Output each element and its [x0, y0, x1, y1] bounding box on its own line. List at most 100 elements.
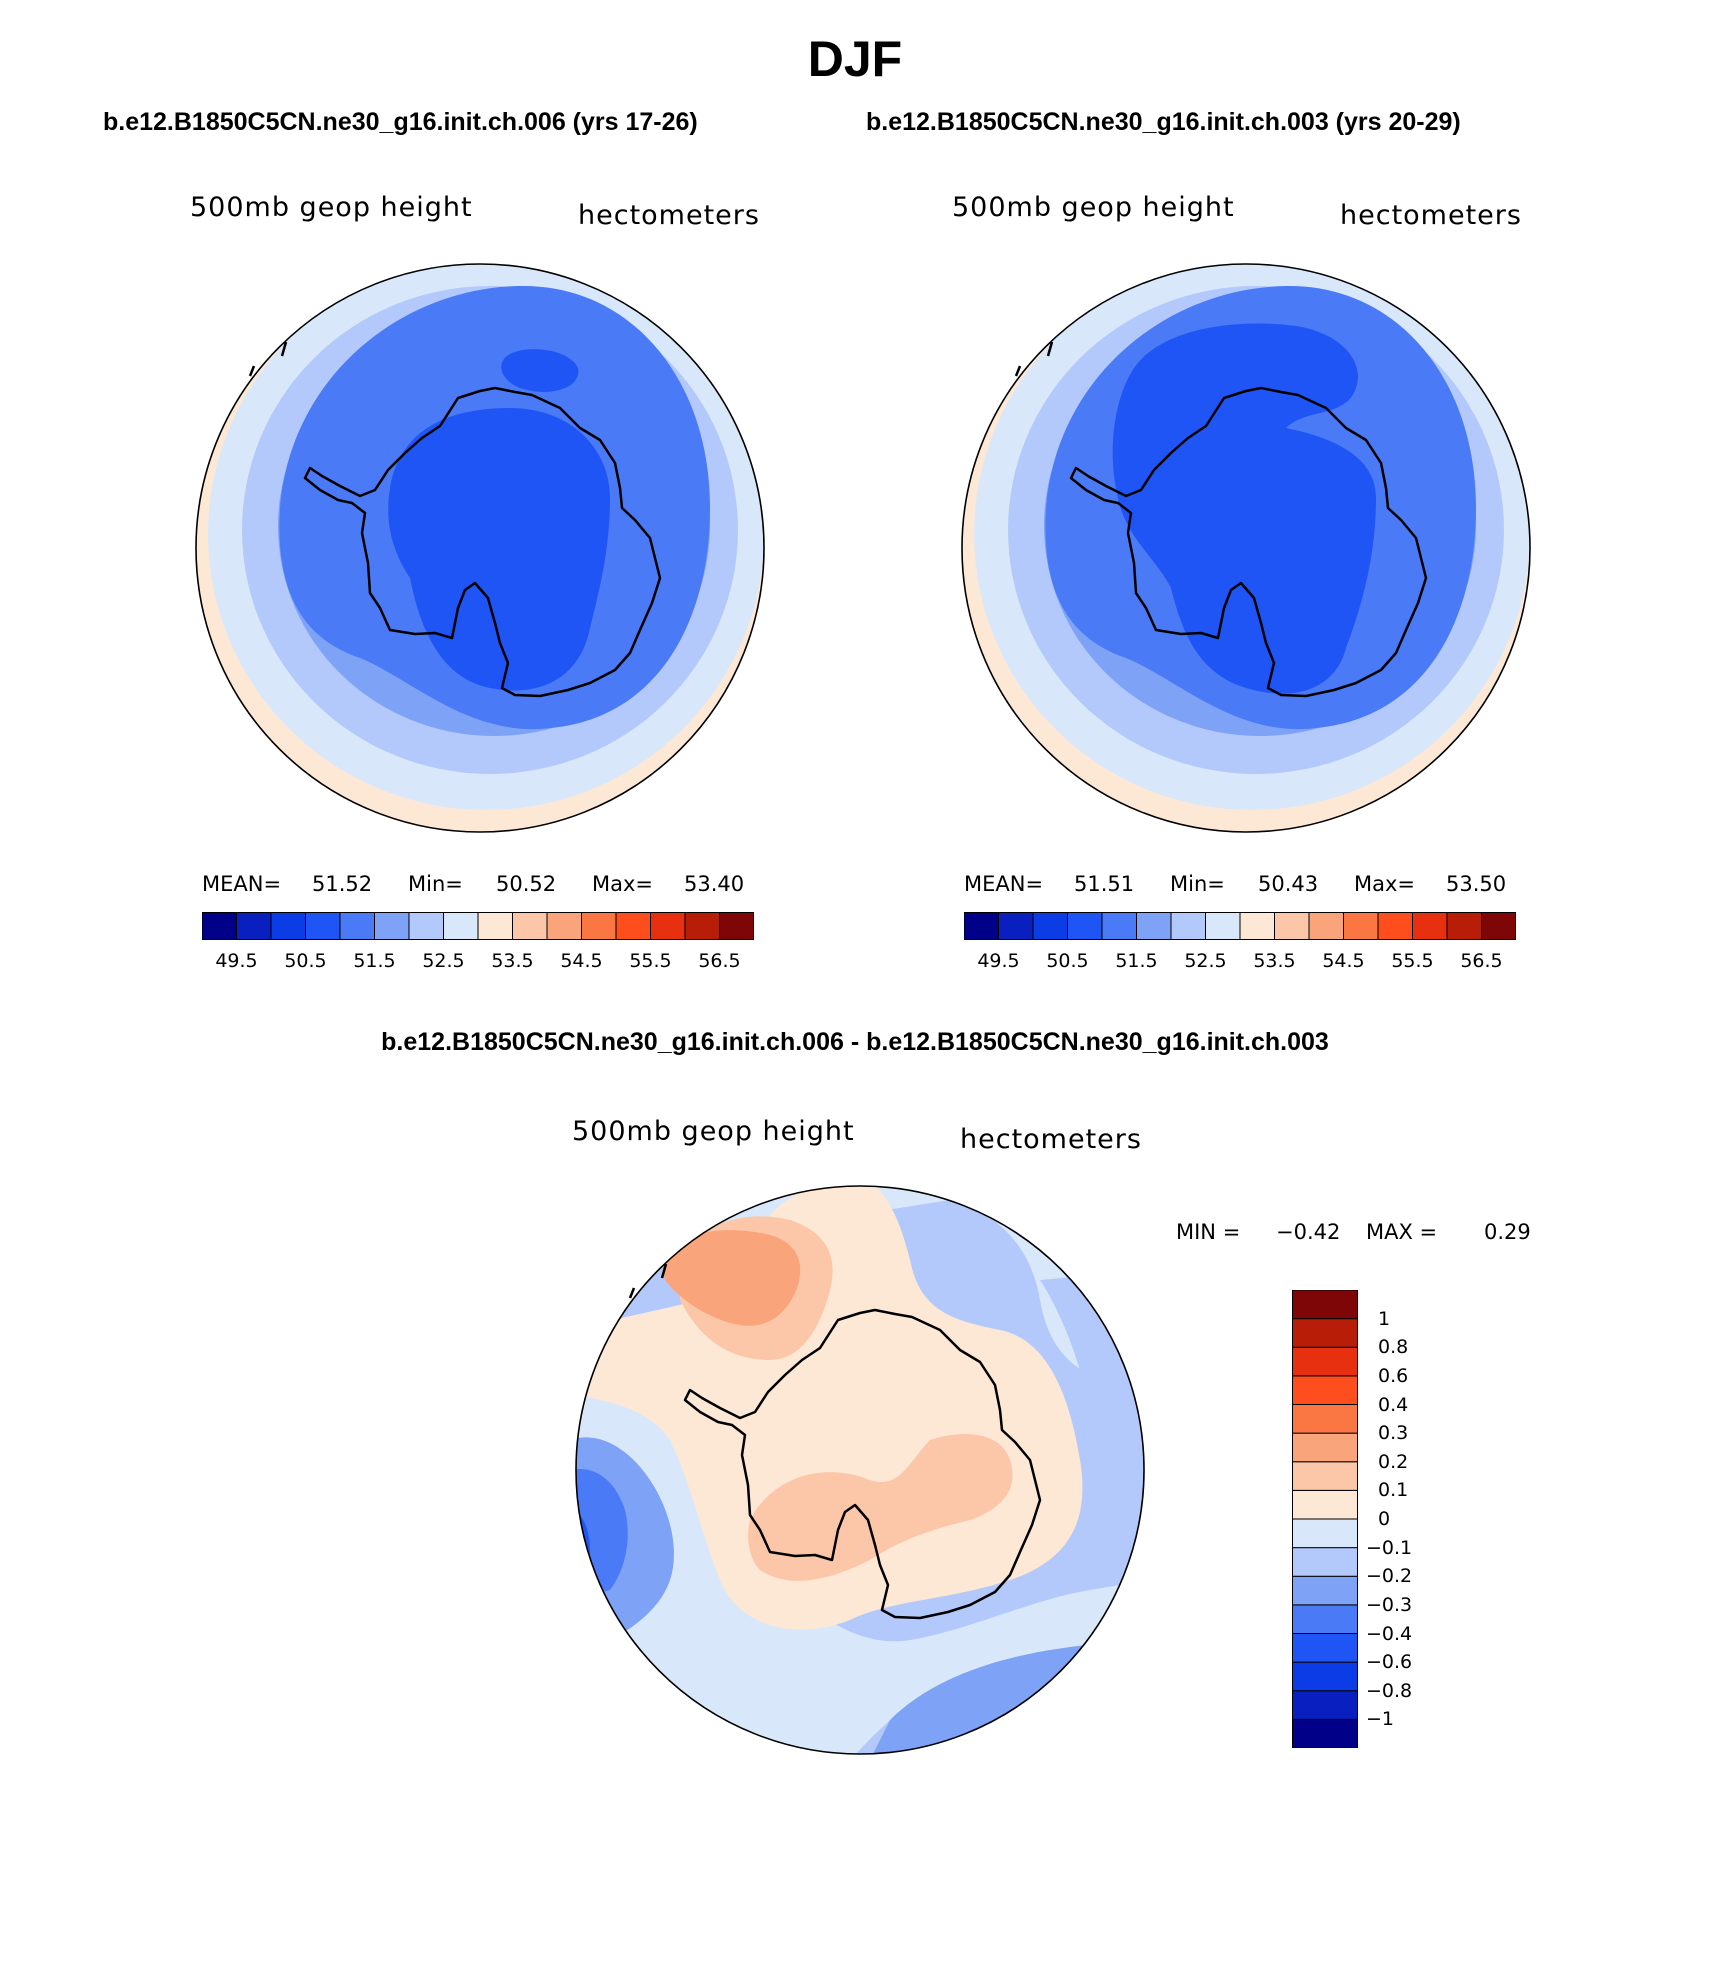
panel2-min-value: 50.43 — [1258, 872, 1319, 896]
colorbar-tick-label: 49.5 — [977, 950, 1020, 972]
colorbar-box — [1343, 912, 1379, 940]
diff-colorbar-box — [1292, 1404, 1358, 1434]
panel1-colorbar — [201, 912, 755, 940]
difference-map — [575, 1185, 1145, 1755]
colorbar-tick-label: 55.5 — [1391, 950, 1434, 972]
diff-colorbar-tick-label: 0 — [1378, 1508, 1391, 1530]
colorbar-box — [1067, 912, 1103, 940]
panel2-map — [961, 263, 1531, 833]
colorbar-box — [1308, 912, 1344, 940]
colorbar-tick-label: 50.5 — [284, 950, 327, 972]
diff-colorbar — [1292, 1289, 1358, 1749]
colorbar-box — [339, 912, 375, 940]
colorbar-tick-label: 55.5 — [629, 950, 672, 972]
diff-colorbar-tick-label: −0.4 — [1366, 1622, 1413, 1645]
colorbar-box — [1032, 912, 1068, 940]
diff-min-label: MIN = — [1176, 1220, 1241, 1244]
colorbar-box — [1239, 912, 1275, 940]
colorbar-tick-label: 54.5 — [1322, 950, 1365, 972]
panel2-mean-value: 51.51 — [1074, 872, 1135, 896]
colorbar-tick-label: 52.5 — [422, 950, 465, 972]
colorbar-tick-label: 51.5 — [353, 950, 396, 972]
colorbar-box — [615, 912, 651, 940]
diff-colorbar-box — [1292, 1661, 1358, 1692]
colorbar-box — [1101, 912, 1137, 940]
diff-colorbar-tick-label: 0.4 — [1378, 1393, 1409, 1416]
diff-colorbar-ticks: −1 −0.8 −0.6 −0.4 −0.3 −0.2 −0.1 0 0.1 0.2 0.3 0.4 0… — [1366, 1290, 1486, 1748]
diff-variable-label: 500mb geop height — [572, 1116, 855, 1147]
colorbar-box — [1481, 912, 1517, 940]
colorbar-tick-label: 53.5 — [1253, 950, 1296, 972]
panel2-colorbar — [963, 912, 1517, 940]
colorbar-box — [270, 912, 306, 940]
diff-colorbar-tick-label: 1 — [1378, 1307, 1391, 1330]
colorbar-box — [1136, 912, 1172, 940]
colorbar-box — [684, 912, 720, 940]
panel1-min-value: 50.52 — [496, 872, 557, 896]
diff-colorbar-tick-label: −0.6 — [1366, 1651, 1413, 1674]
panel1-min-label: Min= — [408, 872, 463, 896]
diff-colorbar-tick-label: 0.1 — [1378, 1479, 1409, 1502]
panel1-units-label: hectometers — [578, 200, 760, 231]
colorbar-box — [512, 912, 548, 940]
diff-colorbar-tick-label: 0.8 — [1378, 1336, 1409, 1359]
colorbar-tick-label: 54.5 — [560, 950, 603, 972]
panel1-mean-value: 51.52 — [312, 872, 373, 896]
panel2-variable-label: 500mb geop height — [952, 192, 1235, 223]
colorbar-box — [305, 912, 341, 940]
panel2-min-label: Min= — [1170, 872, 1225, 896]
diff-colorbar-box — [1292, 1461, 1358, 1491]
diff-colorbar-box — [1292, 1604, 1358, 1634]
colorbar-box — [374, 912, 410, 940]
colorbar-box — [650, 912, 686, 940]
colorbar-box — [998, 912, 1034, 940]
diff-colorbar-tick-label: −0.8 — [1366, 1679, 1413, 1702]
panel2-max-label: Max= — [1354, 872, 1416, 896]
colorbar-box — [1446, 912, 1482, 940]
colorbar-box — [546, 912, 582, 940]
colorbar-box — [408, 912, 444, 940]
page-title: DJF — [807, 31, 903, 87]
colorbar-box — [963, 912, 999, 940]
diff-colorbar-tick-label: −0.3 — [1366, 1593, 1413, 1616]
colorbar-tick-label: 56.5 — [1460, 950, 1503, 972]
colorbar-box — [1412, 912, 1448, 940]
colorbar-tick-label: 50.5 — [1046, 950, 1089, 972]
diff-colorbar-box — [1292, 1432, 1358, 1463]
diff-colorbar-tick-label: 0.2 — [1378, 1450, 1409, 1473]
colorbar-box — [1274, 912, 1310, 940]
panel1-map — [195, 263, 765, 833]
colorbar-tick-label: 51.5 — [1115, 950, 1158, 972]
panel1-max-label: Max= — [592, 872, 654, 896]
panel2-colorbar-ticks: 49.5 50.5 51.5 52.5 53.5 54.5 55.5 56.5 — [964, 950, 1516, 976]
diff-colorbar-box — [1292, 1718, 1358, 1749]
diff-colorbar-tick-label: 0.6 — [1378, 1364, 1409, 1387]
diff-colorbar-box — [1292, 1575, 1358, 1606]
panel1-max-value: 53.40 — [684, 872, 745, 896]
difference-title: b.e12.B1850C5CN.ne30_g16.init.ch.006 - b… — [381, 1028, 1329, 1056]
diff-units-label: hectometers — [960, 1124, 1142, 1155]
colorbar-box — [1170, 912, 1206, 940]
panel2-units-label: hectometers — [1340, 200, 1522, 231]
colorbar-tick-label: 49.5 — [215, 950, 258, 972]
colorbar-box — [1205, 912, 1241, 940]
colorbar-tick-label: 53.5 — [491, 950, 534, 972]
panel1-variable-label: 500mb geop height — [190, 192, 473, 223]
panel1-mean-label: MEAN= — [202, 872, 282, 896]
colorbar-tick-label: 56.5 — [698, 950, 741, 972]
diff-colorbar-box — [1292, 1489, 1358, 1520]
diff-colorbar-tick-label: −1 — [1366, 1708, 1395, 1731]
diff-min-value: −0.42 — [1276, 1220, 1341, 1244]
panel2-mean-label: MEAN= — [964, 872, 1044, 896]
diff-colorbar-box — [1292, 1318, 1358, 1348]
panel2-max-value: 53.50 — [1446, 872, 1507, 896]
colorbar-box — [443, 912, 479, 940]
case2-title: b.e12.B1850C5CN.ne30_g16.init.ch.003 (yr… — [866, 108, 1461, 136]
diff-max-value: 0.29 — [1484, 1220, 1531, 1244]
diff-colorbar-box — [1292, 1289, 1358, 1320]
colorbar-tick-label: 52.5 — [1184, 950, 1227, 972]
diff-max-label: MAX = — [1366, 1220, 1438, 1244]
diff-colorbar-box — [1292, 1375, 1358, 1405]
diff-colorbar-tick-label: 0.3 — [1378, 1422, 1409, 1445]
colorbar-box — [477, 912, 513, 940]
